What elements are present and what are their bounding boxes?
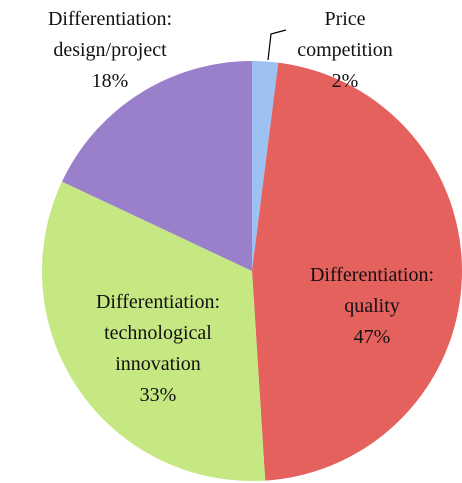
slice-label: Differentiation: quality 47%	[285, 260, 460, 353]
pie-slice	[41, 181, 266, 481]
pie-slice	[61, 61, 252, 271]
slice-label: Price competition 2%	[280, 4, 410, 97]
value-label: 33%	[139, 384, 177, 406]
category-label: Differentiation: technological innovatio…	[95, 291, 221, 375]
slice-label: Differentiation: technological innovatio…	[71, 287, 246, 411]
slices	[41, 61, 462, 481]
category-label: Price competition	[297, 8, 393, 61]
value-label: 18%	[91, 70, 129, 92]
value-label: 2%	[331, 70, 359, 92]
pie-slice	[252, 61, 279, 271]
slice-label: Differentiation: design/project 18%	[23, 4, 198, 97]
value-label: 47%	[353, 326, 391, 348]
leader-line	[267, 29, 287, 61]
category-label: Differentiation: quality	[309, 264, 435, 317]
pie-slice	[252, 62, 462, 481]
category-label: Differentiation: design/project	[47, 8, 173, 61]
